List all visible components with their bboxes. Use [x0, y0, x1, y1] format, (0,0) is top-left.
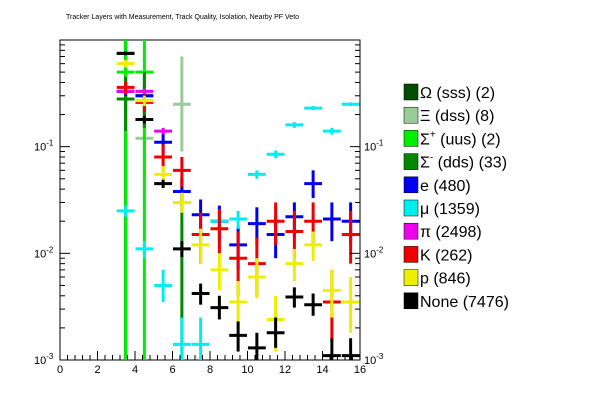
- legend-swatch: [403, 83, 419, 101]
- legend-label: None (7476): [420, 294, 509, 311]
- legend-label: Σ+ (uus) (2): [420, 129, 501, 148]
- legend-swatch: [403, 130, 419, 147]
- legend-swatch: [403, 199, 419, 217]
- legend-swatch: [403, 106, 419, 124]
- legend-swatch: [403, 246, 419, 263]
- legend-label: Ω (sss) (2): [420, 85, 495, 102]
- legend-swatch: [403, 292, 419, 310]
- legend-entry: p (846): [403, 269, 471, 288]
- plot-frame: [59, 39, 361, 361]
- legend-entry: Σ+ (uus) (2): [403, 129, 501, 148]
- legend-label: Ξ (dss) (8): [420, 108, 494, 125]
- legend-label: p (846): [420, 271, 471, 288]
- legend-swatch: [403, 222, 419, 240]
- x-tick-label: 8: [207, 364, 213, 376]
- legend-label: Σ- (dds) (33): [420, 153, 507, 172]
- series-3: [116, 72, 191, 360]
- legend-entry: Ω (sss) (2): [403, 83, 495, 102]
- legend-swatch: [403, 176, 419, 194]
- y-tick-label: 10-1: [34, 139, 54, 154]
- legend-entry: μ (1359): [403, 199, 480, 218]
- legend-label: e (480): [420, 178, 471, 195]
- y-tick-label-right: 10-2: [364, 245, 384, 260]
- legend-entry: Ξ (dss) (8): [403, 106, 494, 125]
- series-5: [116, 102, 360, 360]
- legend-label: π (2498): [420, 224, 482, 241]
- series-9: [116, 51, 360, 360]
- y-tick-label: 10-2: [34, 245, 54, 260]
- x-tick-label: 2: [94, 364, 100, 376]
- data-marks: [116, 40, 360, 360]
- x-tick-label: 14: [316, 364, 328, 376]
- legend-entry: None (7476): [403, 292, 509, 311]
- x-tick-label: 0: [57, 364, 63, 376]
- y-tick-label: 10-3: [34, 352, 54, 367]
- x-tick-label: 6: [169, 364, 175, 376]
- legend-label: K (262): [420, 247, 472, 264]
- x-tick-label: 16: [354, 364, 366, 376]
- legend: Ω (sss) (2) Ξ (dss) (8) Σ+ (uus) (2) Σ- (dd…: [403, 83, 509, 311]
- chart-title: Tracker Layers with Measurement, Track Q…: [66, 14, 299, 21]
- legend-swatch: [403, 269, 419, 286]
- legend-entry: Σ- (dds) (33): [403, 153, 507, 172]
- legend-entry: π (2498): [403, 222, 482, 241]
- y-tick-label-right: 10-3: [364, 352, 384, 367]
- legend-label: μ (1359): [420, 201, 480, 218]
- legend-swatch: [403, 153, 419, 170]
- x-tick-label: 10: [241, 364, 253, 376]
- legend-entry: e (480): [403, 176, 471, 195]
- y-tick-label-right: 10-1: [364, 139, 384, 154]
- plot-border: [59, 39, 361, 361]
- series-8: [116, 59, 360, 352]
- x-tick-label: 12: [279, 364, 291, 376]
- legend-entry: K (262): [403, 246, 472, 264]
- x-tick-label: 4: [132, 364, 138, 376]
